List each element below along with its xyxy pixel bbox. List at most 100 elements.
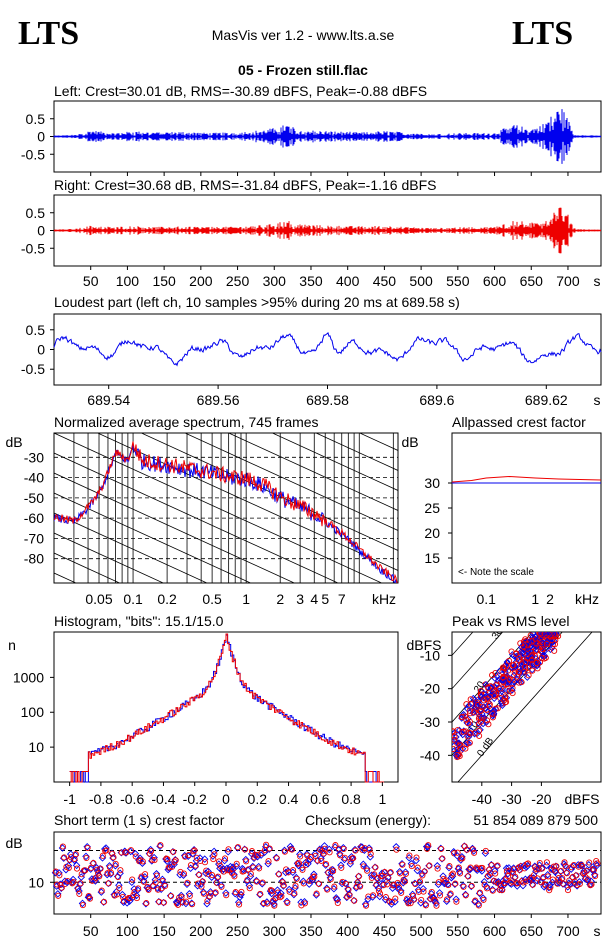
- point-right: [151, 857, 158, 864]
- point-left: [339, 843, 348, 852]
- y-axis-label: dB: [5, 434, 22, 450]
- point-right: [409, 892, 417, 900]
- point-right: [293, 875, 300, 882]
- slope-line: [54, 472, 296, 583]
- point-right: [339, 878, 346, 885]
- point-left: [434, 880, 443, 889]
- point-right: [483, 885, 491, 892]
- point-right: [65, 864, 72, 872]
- point-left: [458, 853, 466, 861]
- point-right: [524, 642, 531, 649]
- point-right: [292, 882, 299, 889]
- point-right: [468, 882, 475, 889]
- point-left: [98, 854, 107, 862]
- point-left: [239, 865, 248, 874]
- point-right: [477, 718, 484, 725]
- y-tick-label: -0.5: [21, 240, 45, 256]
- crest-diagonal: [452, 632, 474, 656]
- point-right: [512, 873, 519, 880]
- point-right: [341, 854, 348, 861]
- x-tick-label: 0.4: [279, 791, 299, 807]
- x-tick-label: 0.05: [85, 591, 112, 607]
- point-right: [396, 870, 404, 877]
- point-right: [110, 854, 117, 861]
- right-title: Right: Crest=30.68 dB, RMS=-31.84 dBFS, …: [54, 177, 436, 193]
- y-tick-label: 0.5: [26, 322, 46, 338]
- point-left: [131, 850, 140, 858]
- point-right: [211, 851, 218, 858]
- point-right: [547, 884, 554, 891]
- x-tick-label: 650: [520, 273, 544, 289]
- point-left: [299, 877, 308, 885]
- point-left: [490, 710, 498, 718]
- point-right: [351, 897, 358, 904]
- point-right: [446, 863, 453, 870]
- point-left: [363, 864, 371, 873]
- checksum-label: Checksum (energy):: [305, 812, 431, 828]
- point-right: [82, 867, 89, 874]
- x-tick-label: 0.5: [202, 591, 222, 607]
- point-right: [315, 880, 323, 887]
- point-right: [260, 899, 267, 907]
- point-left: [469, 847, 478, 855]
- point-right: [372, 864, 379, 871]
- point-left: [139, 876, 148, 885]
- point-right: [421, 868, 428, 875]
- point-right: [586, 859, 593, 866]
- point-left: [285, 885, 293, 894]
- point-right: [492, 870, 499, 877]
- point-right: [332, 842, 339, 849]
- point-right: [480, 896, 487, 903]
- point-left: [111, 861, 120, 870]
- x-tick-label: 1: [378, 791, 386, 807]
- y-tick-label: 0: [37, 223, 45, 239]
- point-right: [462, 892, 469, 899]
- app-title: MasVis ver 1.2 - www.lts.a.se: [212, 27, 395, 43]
- point-left: [593, 861, 601, 870]
- slope-line: [54, 512, 208, 583]
- y-tick-label: -50: [24, 490, 44, 506]
- point-right: [485, 685, 492, 692]
- point-left: [523, 862, 532, 870]
- point-left: [424, 842, 432, 851]
- point-left: [183, 880, 191, 889]
- point-left: [395, 867, 404, 876]
- point-right: [459, 855, 466, 862]
- point-right: [355, 873, 362, 880]
- point-right: [52, 868, 59, 875]
- point-right: [522, 636, 529, 643]
- point-right: [559, 875, 566, 882]
- crest-diagonal: [452, 632, 533, 723]
- point-left: [150, 853, 158, 862]
- x-tick-label: 400: [336, 923, 360, 939]
- point-right: [533, 659, 540, 667]
- point-right: [135, 885, 142, 892]
- point-left: [405, 854, 413, 862]
- y-tick-label: 15: [424, 550, 440, 566]
- x-unit-label: s: [594, 392, 601, 408]
- point-left: [442, 897, 451, 905]
- y-tick-label: 100: [21, 704, 45, 720]
- point-left: [242, 855, 250, 864]
- point-left: [158, 875, 167, 884]
- point-right: [284, 899, 291, 906]
- point-right: [399, 861, 406, 868]
- point-right: [183, 898, 190, 905]
- point-right: [369, 892, 377, 899]
- point-right: [535, 866, 542, 873]
- point-right: [529, 881, 536, 888]
- point-right: [352, 847, 359, 854]
- point-right: [465, 720, 472, 727]
- point-right: [253, 878, 260, 885]
- point-left: [310, 870, 318, 879]
- left-waveform: 0.5 0-0.5: [21, 109, 601, 176]
- x-tick-label: 0.2: [248, 791, 268, 807]
- x-tick-label: 689.54: [87, 392, 130, 408]
- point-right: [505, 873, 512, 880]
- point-left: [326, 873, 335, 882]
- point-right: [398, 889, 405, 896]
- point-right: [452, 736, 458, 743]
- point-left: [541, 647, 548, 655]
